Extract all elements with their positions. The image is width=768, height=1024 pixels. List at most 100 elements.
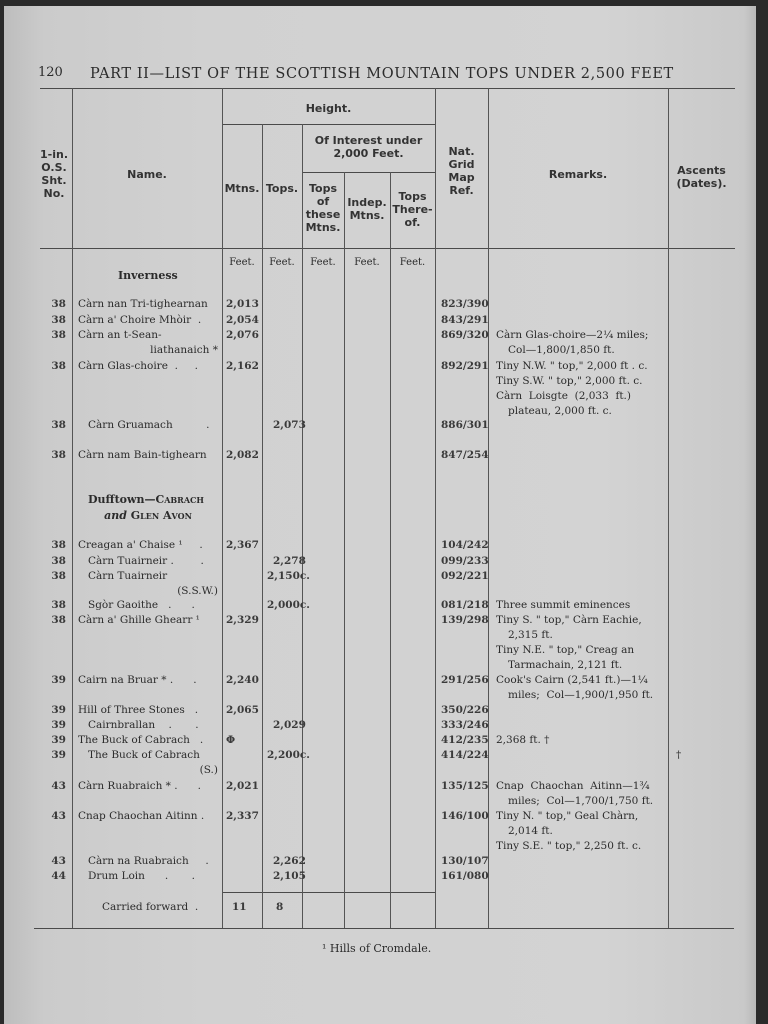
sheet-number: 43 (51, 855, 66, 867)
section-title-sc2: Glen Avon (130, 509, 192, 522)
unit-label: Feet. (399, 257, 426, 268)
tops-height: 2,278 (273, 555, 306, 567)
grid-ref: 886/301 (441, 419, 489, 431)
mtns-height: 2,076 (226, 329, 259, 341)
grid-ref: 843/291 (441, 314, 489, 326)
mtns-height: 2,054 (226, 314, 259, 326)
remark-line: Tiny S.E. " top," 2,250 ft. c. (496, 840, 642, 852)
grid-ref: 099/233 (441, 555, 489, 567)
total-rule (222, 892, 435, 893)
mtns-height: 2,240 (226, 674, 259, 686)
ascent-mark: † (676, 749, 682, 761)
grid-ref: 892/291 (441, 360, 489, 372)
mountain-name: Creagan a' Chaise ¹ . (78, 539, 203, 551)
mountain-name-cont: (S.) (199, 764, 218, 776)
sheet-number: 39 (51, 704, 66, 716)
sheet-number: 38 (51, 570, 66, 582)
remark-line: 2,368 ft. † (496, 734, 550, 746)
mountain-name: Sgòr Gaoithe . . (88, 599, 195, 611)
tops-height: 2,200c. (267, 749, 310, 761)
remark-line: 2,315 ft. (508, 629, 553, 641)
remark-line: Cnap Chaochan Aitinn—1¾ (496, 780, 650, 792)
mountain-name-cont: (S.S.W.) (177, 585, 218, 597)
mountain-name: Càrn a' Ghille Ghearr ¹ (78, 614, 200, 626)
mtns-height: Φ (226, 734, 236, 746)
grid-ref: 081/218 (441, 599, 489, 611)
grid-ref: 350/226 (441, 704, 489, 716)
carried-forward-tops: 8 (276, 901, 284, 913)
mtns-height: 2,013 (226, 298, 259, 310)
grid-ref: 291/256 (441, 674, 489, 686)
sheet-number: 38 (51, 360, 66, 372)
grid-ref: 333/246 (441, 719, 489, 731)
footnote: ¹ Hills of Cromdale. (322, 942, 432, 955)
table-top-rule (40, 88, 735, 89)
column-divider (435, 88, 436, 928)
mountain-name: Cairn na Bruar * . . (78, 674, 197, 686)
column-divider (222, 88, 223, 928)
mountain-name-cont: liathanaich * (150, 344, 218, 356)
header-of-interest: Of Interest under 2,000 Feet. (314, 134, 423, 160)
running-head: PART II—LIST OF THE SCOTTISH MOUNTAIN TO… (90, 66, 674, 82)
unit-label: Feet. (354, 257, 380, 268)
table-bottom-rule (34, 928, 734, 929)
column-divider (344, 172, 345, 928)
unit-label: Feet. (310, 257, 336, 268)
header-grid-ref: Nat. Grid Map Ref. (448, 145, 475, 197)
header-tops-of-these: Tops of these Mtns. (305, 182, 341, 234)
column-divider (668, 88, 669, 928)
sheet-number: 39 (51, 749, 66, 761)
mountain-name: Càrn a' Choire Mhòir . (78, 314, 202, 326)
mtns-height: 2,065 (226, 704, 259, 716)
header-sheet-no: 1-in. O.S. Sht. No. (40, 148, 68, 200)
unit-label: Feet. (269, 257, 295, 268)
remark-line: Càrn Glas-choire—2¼ miles; (496, 329, 649, 341)
mountain-name: Càrn nam Bain-tighearn (78, 449, 207, 461)
sheet-number: 38 (51, 329, 66, 341)
header-ascents: Ascents (Dates). (676, 164, 727, 190)
remark-line: Tiny N. " top," Geal Chàrn, (496, 810, 639, 822)
page-number: 120 (38, 65, 63, 80)
unit-label: Feet. (229, 257, 255, 268)
tops-height: 2,262 (273, 855, 306, 867)
sheet-number: 38 (51, 449, 66, 461)
remark-line: Tiny N.E. " top," Creag an (496, 644, 635, 656)
remark-line: Col—1,800/1,850 ft. (508, 344, 615, 356)
section-title-main: Dufftown— (88, 493, 156, 506)
remark-line: Tiny N.W. " top," 2,000 ft . c. (496, 360, 648, 372)
header-remarks: Remarks. (548, 168, 608, 181)
remark-line: Three summit eminences (496, 599, 631, 611)
table-head-rule (40, 248, 735, 249)
column-divider (390, 172, 391, 928)
mtns-height: 2,367 (226, 539, 259, 551)
grid-ref: 869/320 (441, 329, 489, 341)
tops-height: 2,150c. (267, 570, 310, 582)
grid-ref: 161/080 (441, 870, 489, 882)
sheet-number: 38 (51, 539, 66, 551)
tops-height: 2,105 (273, 870, 306, 882)
tops-height: 2,029 (273, 719, 306, 731)
remark-line: Càrn Loisgte (2,033 ft.) (496, 390, 631, 402)
interest-rule (302, 172, 435, 173)
book-page: 120 PART II—LIST OF THE SCOTTISH MOUNTAI… (4, 6, 756, 1024)
grid-ref: 135/125 (441, 780, 489, 792)
mountain-name: Cairnbrallan . . (88, 719, 199, 731)
sheet-number: 39 (51, 719, 66, 731)
grid-ref: 139/298 (441, 614, 489, 626)
column-divider (302, 124, 303, 928)
header-tops-thereof: Tops There- of. (392, 190, 433, 229)
mountain-name: Càrn na Ruabraich . (88, 855, 209, 867)
sheet-number: 38 (51, 314, 66, 326)
mtns-height: 2,082 (226, 449, 259, 461)
section-title-line2: and Glen Avon (88, 508, 208, 523)
mountain-name: Càrn Ruabraich * . . (78, 780, 201, 792)
sheet-number: 38 (51, 555, 66, 567)
tops-height: 2,073 (273, 419, 306, 431)
remark-line: miles; Col—1,700/1,750 ft. (508, 795, 654, 807)
sheet-number: 44 (51, 870, 66, 882)
sheet-number: 39 (51, 674, 66, 686)
mtns-height: 2,329 (226, 614, 259, 626)
carried-forward-label: Carried forward . (102, 901, 199, 913)
mountain-name: Cnap Chaochan Aitinn . (78, 810, 205, 822)
mountain-name: Càrn nan Tri-tighearnan (78, 298, 208, 310)
